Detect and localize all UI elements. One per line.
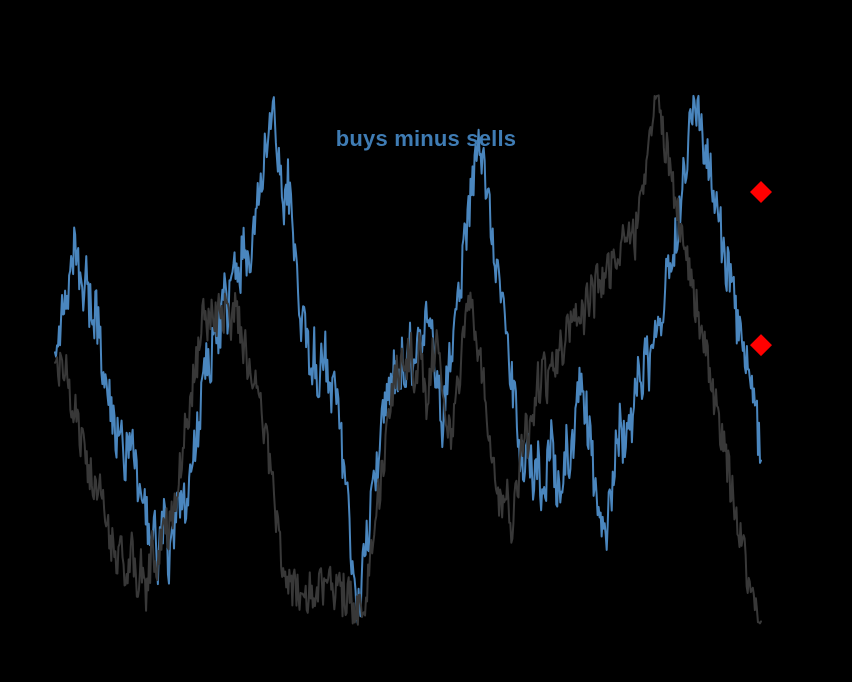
end-marker-layer <box>750 180 772 357</box>
end-marker-diamond <box>750 334 772 357</box>
series-layer <box>54 94 762 626</box>
end-marker-diamond <box>750 180 772 203</box>
series-line <box>54 94 762 626</box>
